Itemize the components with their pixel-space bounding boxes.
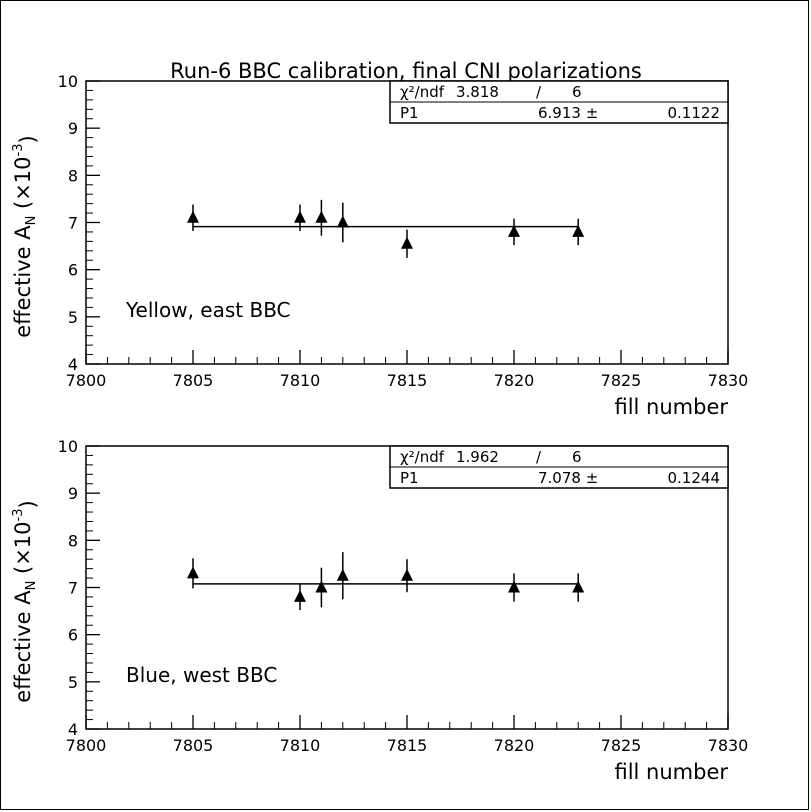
panel-yellow-east: 7800 7805 7810 7815 7820 7825 7830 4 5 6 7 8 9 10 fill… (11, 72, 748, 419)
x-tick-label: 7820 (494, 371, 535, 390)
chart-title: Run-6 BBC calibration, final CNI polariz… (170, 59, 642, 83)
x-tick-label: 7805 (173, 371, 214, 390)
x-tick-label: 7800 (66, 736, 107, 755)
y-tick-label: 7 (68, 579, 78, 598)
data-point (315, 210, 328, 223)
data-point (187, 566, 199, 579)
data-point (294, 589, 306, 602)
stats-param-error: 0.1244 (668, 469, 721, 487)
stats-param-value: 7.078 ± (538, 469, 598, 487)
y-tick-label: 10 (58, 72, 78, 91)
y-tick-label: 9 (68, 484, 78, 503)
data-point (401, 568, 413, 581)
data-point (336, 215, 349, 228)
y-tick-label: 8 (68, 531, 78, 550)
y-tick-label: 7 (68, 214, 78, 233)
x-tick-label: 7825 (601, 736, 642, 755)
panel-blue-west: 7800 7805 7810 7815 7820 7825 7830 4 5 6 7 8 9 10 fill… (11, 437, 748, 784)
stats-param-value: 6.913 ± (538, 104, 598, 122)
x-axis-label: fill number (614, 760, 728, 784)
data-point (508, 580, 520, 593)
stats-chi2-value: 1.962 (456, 448, 499, 466)
data-point (401, 236, 413, 249)
y-tick-label: 5 (68, 673, 78, 692)
x-tick-label: 7810 (280, 371, 321, 390)
y-tick-label: 5 (68, 308, 78, 327)
x-tick-label: 7800 (66, 371, 107, 390)
stats-ndf-value: 6 (572, 448, 582, 466)
data-point (508, 224, 520, 237)
stats-param-label: P1 (400, 104, 419, 122)
x-tick-label: 7810 (280, 736, 321, 755)
stats-chi2-label: χ²/ndf (400, 448, 445, 466)
data-point (294, 210, 306, 223)
stats-param-error: 0.1122 (668, 104, 721, 122)
panel-annotation: Yellow, east BBC (125, 298, 291, 322)
stats-chi2-value: 3.818 (456, 83, 499, 101)
stats-ndf-value: 6 (572, 83, 582, 101)
panel-annotation: Blue, west BBC (126, 663, 277, 687)
y-tick-label: 10 (58, 437, 78, 456)
x-tick-label: 7815 (387, 371, 428, 390)
y-axis-label: effective AN (×10-3) (11, 500, 40, 702)
data-point (187, 210, 199, 223)
stats-separator: / (536, 448, 542, 466)
data-point (572, 224, 585, 237)
y-axis-label: effective AN (×10-3) (11, 135, 40, 337)
data-point (572, 580, 585, 593)
data-point (315, 580, 328, 593)
x-tick-label: 7825 (601, 371, 642, 390)
y-tick-label: 4 (68, 355, 78, 374)
y-tick-label: 6 (68, 261, 78, 280)
x-tick-label: 7830 (708, 371, 749, 390)
x-tick-label: 7805 (173, 736, 214, 755)
x-tick-label: 7820 (494, 736, 535, 755)
x-tick-label: 7830 (708, 736, 749, 755)
y-tick-label: 4 (68, 720, 78, 739)
stats-param-label: P1 (400, 469, 419, 487)
y-tick-label: 6 (68, 626, 78, 645)
data-point (336, 568, 349, 581)
x-tick-label: 7815 (387, 736, 428, 755)
y-tick-label: 8 (68, 166, 78, 185)
x-axis-label: fill number (614, 395, 728, 419)
stats-separator: / (536, 83, 542, 101)
y-tick-label: 9 (68, 119, 78, 138)
stats-chi2-label: χ²/ndf (400, 83, 445, 101)
